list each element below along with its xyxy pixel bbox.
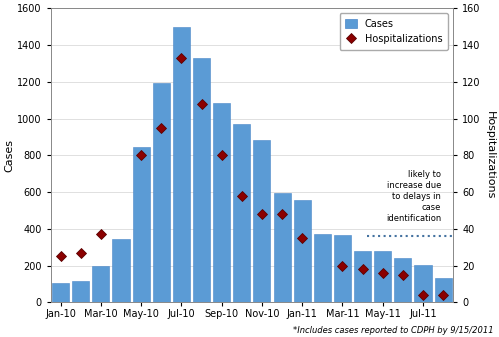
Y-axis label: Hospitalizations: Hospitalizations xyxy=(485,111,495,200)
Bar xyxy=(233,124,250,302)
Bar xyxy=(253,140,270,302)
Bar xyxy=(52,283,69,302)
Text: *Includes cases reported to CDPH by 9/15/2011: *Includes cases reported to CDPH by 9/15… xyxy=(293,326,494,335)
Bar xyxy=(314,234,331,302)
Bar xyxy=(133,147,150,302)
Bar xyxy=(72,281,89,302)
Bar xyxy=(153,83,170,302)
Bar xyxy=(354,251,371,302)
Bar xyxy=(414,265,432,302)
Bar xyxy=(394,258,411,302)
Bar xyxy=(193,58,210,302)
Bar xyxy=(92,266,109,302)
Bar xyxy=(334,235,351,302)
Bar xyxy=(435,278,452,302)
Text: likely to
increase due
to delays in
case
identification: likely to increase due to delays in case… xyxy=(386,170,441,223)
Bar xyxy=(213,103,230,302)
Bar xyxy=(173,27,190,302)
Legend: Cases, Hospitalizations: Cases, Hospitalizations xyxy=(339,13,448,50)
Y-axis label: Cases: Cases xyxy=(4,139,14,172)
Bar xyxy=(293,200,311,302)
Bar xyxy=(374,251,391,302)
Bar xyxy=(273,193,290,302)
Bar xyxy=(112,239,130,302)
